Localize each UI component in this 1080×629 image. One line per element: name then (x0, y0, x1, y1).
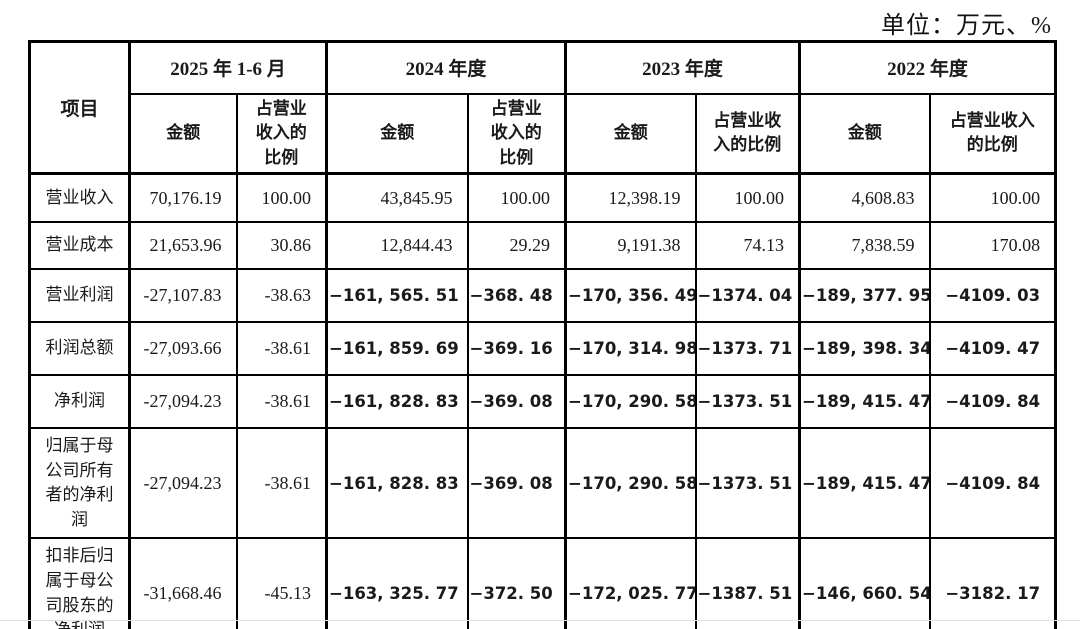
header-amount-2024: 金额 (325, 92, 469, 176)
table-cell: 74.13 (694, 220, 802, 270)
header-ratio-2023: 占营业收 入的比例 (694, 92, 802, 176)
table-row: 营业成本 21,653.96 30.86 12,844.43 29.29 9,191.38… (28, 220, 1058, 270)
table-cell: 12,844.43 (325, 220, 469, 270)
header-row-measures: 金额 占营业 收入的 比例 金额 占营业 收入的 比例 金额 占营业收 入的比例… (30, 92, 1058, 176)
table-cell: −189, 415. 47 (798, 373, 931, 429)
table-cell: −146, 660. 54 (798, 537, 931, 629)
header-row-periods: 项目 2025 年 1-6 月 2024 年度 2023 年度 2022 年度 (28, 40, 1058, 176)
table-cell: −369. 16 (466, 320, 568, 376)
table-cell: 21,653.96 (128, 220, 238, 270)
table-cell: −161, 828. 83 (325, 373, 469, 429)
table-cell: −161, 565. 51 (325, 267, 469, 323)
table-cell: −170, 314. 98 (564, 320, 697, 376)
table-cell: −1373. 71 (694, 320, 802, 376)
table-cell: −1373. 51 (694, 426, 802, 540)
table-cell: −368. 48 (466, 267, 568, 323)
table-cell: −161, 859. 69 (325, 320, 469, 376)
page-edge-divider (0, 620, 1080, 621)
table-cell: -27,093.66 (128, 320, 238, 376)
table-cell: −4109. 03 (928, 267, 1058, 323)
table-cell: −170, 356. 49 (564, 267, 697, 323)
header-period-2025h1: 2025 年 1-6 月 (127, 40, 329, 95)
unit-label: 单位：万元、% (881, 13, 1052, 39)
table-cell: -27,107.83 (128, 267, 238, 323)
table-cell: 100.00 (466, 172, 568, 223)
table-cell: −163, 325. 77 (325, 537, 469, 629)
table-row: 净利润 -27,094.23 -38.61 −161, 828. 83 −369. 08… (28, 373, 1058, 429)
table-cell: −3182. 17 (928, 537, 1058, 629)
header-amount-2022: 金额 (798, 92, 931, 176)
table-cell: 4,608.83 (798, 172, 931, 223)
table-cell: −372. 50 (466, 537, 568, 629)
row-label: 营业利润 (28, 267, 131, 323)
table-cell: 12,398.19 (564, 172, 697, 223)
table-cell: 7,838.59 (798, 220, 931, 270)
row-label: 净利润 (28, 373, 131, 429)
table-cell: 100.00 (928, 172, 1058, 223)
table-cell: −369. 08 (466, 426, 568, 540)
table-cell: -27,094.23 (128, 426, 238, 540)
table-cell: -31,668.46 (128, 537, 238, 629)
table-cell: −189, 377. 95 (798, 267, 931, 323)
table-cell: 100.00 (694, 172, 802, 223)
table-cell: −4109. 84 (928, 373, 1058, 429)
header-ratio-2022: 占营业收入 的比例 (928, 92, 1058, 176)
header-ratio-2025h1: 占营业 收入的 比例 (235, 92, 329, 176)
table-cell: −170, 290. 58 (564, 426, 697, 540)
table-row: 营业利润 -27,107.83 -38.63 −161, 565. 51 −368. 4… (28, 267, 1058, 323)
table-cell: −170, 290. 58 (564, 373, 697, 429)
table-row: 扣非后归属于母公司股东的净利润-31,668.46-45.13−163, 325… (28, 537, 1058, 629)
table-cell: -38.63 (235, 267, 329, 323)
table-row: 营业收入 70,176.19 100.00 43,845.95 100.00 12,398… (28, 172, 1058, 223)
table-cell: 170.08 (928, 220, 1058, 270)
table-cell: 100.00 (235, 172, 329, 223)
row-label: 营业成本 (28, 220, 131, 270)
row-label: 扣非后归属于母公司股东的净利润 (28, 537, 131, 629)
table-row: 归属于母公司所有者的净利润 -27,094.23 -38.61 −161, 828. … (28, 426, 1058, 540)
financial-table: 项目 2025 年 1-6 月 2024 年度 2023 年度 2022 年度 … (28, 40, 1058, 629)
table-cell: 30.86 (235, 220, 329, 270)
header-ratio-2024: 占营业 收入的 比例 (466, 92, 568, 176)
row-label: 利润总额 (28, 320, 131, 376)
table-cell: 70,176.19 (128, 172, 238, 223)
header-period-2023: 2023 年度 (564, 40, 802, 95)
table-cell: −172, 025. 77 (564, 537, 697, 629)
table-cell: 43,845.95 (325, 172, 469, 223)
table-cell: -38.61 (235, 373, 329, 429)
table-cell: −1387. 51 (694, 537, 802, 629)
table-cell: −1374. 04 (694, 267, 802, 323)
table-cell: −4109. 47 (928, 320, 1058, 376)
table-cell: 9,191.38 (564, 220, 697, 270)
table-cell: -45.13 (235, 537, 329, 629)
header-amount-2023: 金额 (564, 92, 697, 176)
table-cell: −4109. 84 (928, 426, 1058, 540)
header-period-2022: 2022 年度 (798, 40, 1058, 95)
header-amount-2025h1: 金额 (128, 92, 238, 176)
table-cell: −189, 398. 34 (798, 320, 931, 376)
header-period-2024: 2024 年度 (325, 40, 568, 95)
table-cell: -38.61 (235, 320, 329, 376)
table-cell: −161, 828. 83 (325, 426, 469, 540)
header-item-column: 项目 (28, 40, 131, 176)
table-cell: -38.61 (235, 426, 329, 540)
table-cell: −189, 415. 47 (798, 426, 931, 540)
table-cell: -27,094.23 (128, 373, 238, 429)
table-cell: −369. 08 (466, 373, 568, 429)
row-label: 营业收入 (28, 172, 131, 223)
row-label: 归属于母公司所有者的净利润 (28, 426, 131, 540)
table-cell: 29.29 (466, 220, 568, 270)
table-row: 利润总额 -27,093.66 -38.61 −161, 859. 69 −369. 1… (28, 320, 1058, 376)
table-cell: −1373. 51 (694, 373, 802, 429)
